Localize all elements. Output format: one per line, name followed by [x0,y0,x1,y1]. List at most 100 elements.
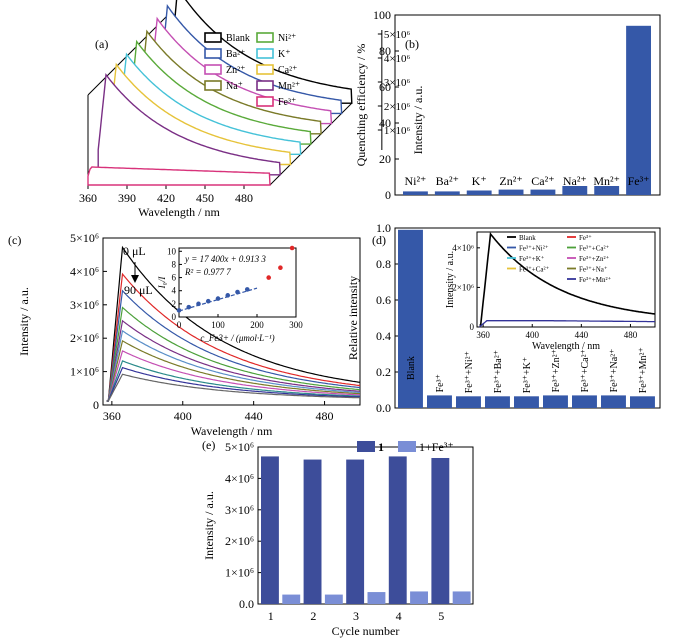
category-label-7: Fe³⁺+Na²⁺ [609,349,620,393]
x-axis-label: Wavelength / nm [138,205,220,219]
fit-line [178,287,258,312]
category-label-0: Ni²⁺ [404,174,426,188]
data-point-1 [186,304,192,310]
z-tick-label: 4×10⁶ [384,53,411,65]
legend-label: Mn²⁺ [278,81,300,92]
category-label-1: Fe³⁺ [435,374,446,392]
inset-legend-label: Blank [519,234,536,242]
bar-0-4 [431,457,450,604]
annotation-start: 0 μL [123,244,146,258]
legend-swatch [256,32,274,43]
annotation-end: 90 μL [124,283,153,297]
category-label-2: K⁺ [472,174,487,188]
spectrum-8 [106,360,360,402]
bar-6 [572,395,597,408]
panel-label-a: (a) [95,37,108,51]
bar-1-2 [367,592,386,604]
legend-swatch [204,32,222,43]
x-tick-label: 480 [316,409,334,423]
legend-swatch [256,96,274,107]
panel-e: (e) 0.0 1×10⁶ 2×10⁶ 3×10⁶ 4×10⁶ 5×10⁶ Intensity… [202,438,474,638]
z-tick-label: 1×10⁶ [384,125,411,137]
category-label-4: Fe³⁺+K⁺ [522,357,533,393]
bar-3 [485,396,510,408]
inset-legend-label: Fe³⁺+Ca²⁺ [579,245,610,253]
x-tick-label: 5 [438,609,444,623]
legend-label: Na⁺ [226,81,243,92]
category-label-8: Fe³⁺+Mn²⁺ [638,347,649,393]
y-tick-label: 0.8 [376,257,391,271]
legend-label-0: 1 [378,440,384,454]
y-tick-label: 1×10⁶ [70,365,99,379]
inset-legend-label: Fe³⁺+K⁺ [519,255,545,263]
inset-frame [476,231,656,328]
legend-swatch [204,48,222,59]
y-axis-label: Quenching efficiency / % [354,44,368,167]
spectrum-1 [106,272,361,402]
category-label-5: Na²⁺ [563,174,587,188]
panel-b: (b) 0 20 40 60 80 100 Quenching efficiency / % N… [354,8,661,202]
y-tick-label: 100 [373,8,391,22]
bar-0-0 [261,456,279,604]
y-tick-label: 1.0 [376,221,391,235]
data-point-7 [244,287,250,292]
inset-y-label: I₀/I [157,276,167,290]
data-point-8 [266,275,272,280]
panel-label-d: (d) [372,233,386,247]
bar-7 [626,25,651,195]
y-tick-label: 80 [379,44,391,58]
data-point-4 [215,296,221,301]
y-tick-label: 5×10⁶ [70,231,99,245]
bar-8 [630,396,655,408]
y-tick-label: 0.4 [376,329,391,343]
panel-a: (a) 1×10⁶ 2×10⁶ 3×10⁶ 4×10⁶ 5×10⁶ Intensity / … [79,0,425,219]
x-tick-label: 4 [396,609,402,623]
inset-legend-label: Fe³⁺ [579,234,592,242]
inset-legend-label: Fe³⁺+Mn²⁺ [579,276,612,284]
inset-y-label: Intensity / a.u. [445,251,456,308]
y-tick-label: 0.0 [239,597,254,611]
bar-2 [466,190,492,195]
plot-frame [102,237,361,406]
bar-0-3 [388,456,407,604]
inset-x-tick-label: 480 [624,330,638,340]
x-tick-label: 400 [174,409,192,423]
fit-r2: R² = 0.977 7 [184,267,231,277]
panel-d: (d) 0.0 0.2 0.4 0.6 0.8 1.0 Relative intensity B… [346,221,661,415]
bar-6 [594,186,620,195]
inset-y-tick-label: 2 [172,299,177,309]
y-tick-label: 0.2 [376,365,391,379]
x-axis-label: Wavelength / nm [191,424,273,438]
bar-5 [562,186,588,195]
bar-4 [530,189,556,195]
category-label-2: Fe³⁺+Ni²⁺ [464,351,475,393]
category-label-6: Mn²⁺ [593,174,620,188]
legend-swatch [204,64,222,75]
legend-label: K⁺ [278,49,291,60]
z-tick-label: 3×10⁶ [384,77,411,89]
bar-1-3 [410,591,428,604]
category-label-0: Blank [406,356,417,380]
legend-swatch [256,80,274,91]
bar-1-1 [324,594,343,604]
legend-label: Fe³⁺ [278,97,296,108]
inset-legend-label: Fe³⁺+Ca²⁺ [519,266,550,274]
bar-0 [403,191,428,195]
arrow-head [131,275,139,283]
spectrum-3 [106,306,361,402]
x-tick-label: 480 [235,191,253,205]
bar-5 [543,395,568,408]
legend-label-1: 1+Fe³⁺ [419,440,454,454]
y-tick-label: 4×10⁶ [70,264,99,278]
legend-swatch-1 [398,441,416,452]
fit-equation: y = 17 400x + 0.913 3 [184,254,266,264]
inset-x-tick-label: 360 [476,330,490,340]
y-axis-label: Relative intensity [346,276,360,360]
inset-y-tick-label: 0 [470,322,475,332]
x-tick-label: 420 [157,191,175,205]
legend-swatch [204,80,222,91]
category-label-6: Fe³⁺+Ca²⁺ [580,349,591,392]
bar-0-1 [303,459,322,604]
plot-frame [394,14,661,196]
